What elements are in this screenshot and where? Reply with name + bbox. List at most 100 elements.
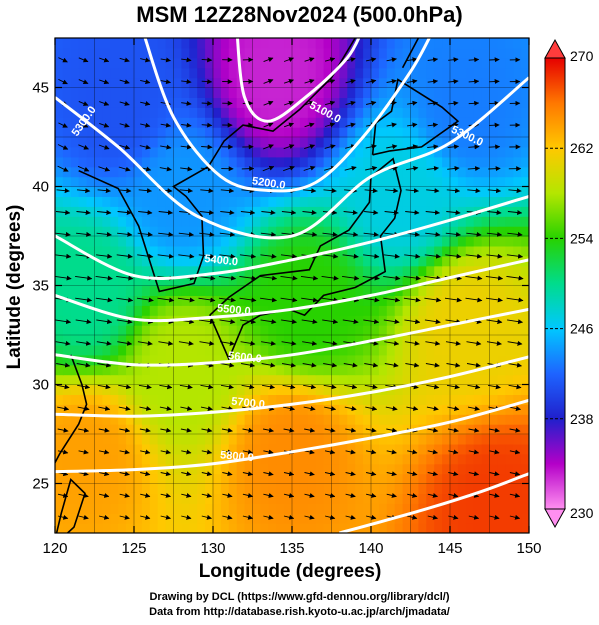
heat-cell [521,226,529,237]
heat-cell [228,176,238,188]
heat-cell [465,255,475,267]
heat-cell [323,156,333,168]
heat-cell [149,156,159,168]
heat-cell [489,57,498,69]
wind-arrow [160,144,172,150]
heat-cell [434,463,443,475]
heat-cell [149,285,159,296]
heat-cell [157,384,167,395]
heat-cell [165,245,175,257]
heat-cell [331,156,340,168]
wind-arrow [260,253,277,259]
heat-cell [331,463,340,475]
heat-cell [465,186,475,197]
heat-cell [102,146,111,158]
heat-cell [450,325,459,336]
heat-cell [450,344,459,356]
wind-arrow [283,514,295,520]
wind-arrow [448,57,459,63]
heat-cell [457,107,467,118]
heat-cell [489,513,498,524]
heat-cell [457,453,467,465]
heat-cell [355,38,364,49]
heat-cell [426,483,435,494]
heat-cell [355,57,364,69]
heat-cell [323,473,333,485]
heat-cell [402,295,412,306]
heat-cell [55,354,64,366]
heat-cell [497,364,506,376]
heat-cell [497,206,506,217]
heat-cell [323,196,333,207]
heat-cell [118,344,127,356]
heat-cell [94,117,103,128]
heat-cell [315,186,325,197]
heat-cell [118,374,127,386]
heat-cell [363,245,372,257]
heat-cell [418,57,427,69]
wind-arrow [137,253,154,259]
heat-cell [260,38,269,49]
heat-cell [70,315,80,326]
heat-cell [197,77,206,89]
heat-cell [157,404,167,415]
heat-cell [465,156,475,168]
heat-cell [62,523,72,533]
heat-cell [268,344,277,356]
wind-arrow [425,210,440,215]
heat-cell [78,236,88,247]
heat-cell [378,335,388,346]
heat-cell [260,265,269,277]
heat-cell [418,67,427,79]
heat-cell [94,156,103,168]
wind-arrow [386,493,397,498]
heat-cell [442,107,451,118]
heat-cell [205,196,214,207]
heat-cell [386,354,396,366]
heat-cell [386,295,396,306]
heat-cell [386,473,396,485]
wind-arrow [57,165,69,172]
heat-cell [339,374,348,386]
heat-cell [339,117,348,128]
heat-cell [70,305,80,316]
heat-cell [181,97,190,108]
heat-cell [134,325,143,336]
wind-arrow [468,100,480,106]
heat-cell [418,236,427,247]
heat-cell [149,434,159,445]
heat-cell [268,216,277,227]
heat-cell [473,354,483,366]
heat-cell [292,97,301,108]
heat-cell [149,443,159,455]
wind-arrow [98,493,110,498]
heat-cell [260,87,269,98]
heat-cell [173,87,182,98]
heat-cell [228,335,238,346]
heat-cell [228,364,238,376]
wind-arrow [199,231,215,237]
wind-arrow [75,275,93,281]
heat-cell [299,146,309,158]
heat-cell [394,255,404,267]
heat-cell [284,424,293,435]
heat-cell [94,384,103,395]
heat-cell [260,354,269,366]
heat-cell [292,176,301,188]
contour-line [143,38,431,193]
heat-cell [442,77,451,89]
heat-cell [426,176,435,188]
heat-cell [394,305,404,316]
wind-arrow [138,210,153,215]
wind-arrow [448,493,459,498]
heat-cell [244,226,254,237]
heat-cell [236,255,246,267]
wind-arrow [345,122,356,128]
wind-arrow [366,449,377,455]
heat-cell [228,245,238,257]
heat-cell [331,255,340,267]
heat-cell [118,473,127,485]
heat-cell [386,275,396,287]
heat-cell [315,305,325,316]
heat-cell [165,453,175,465]
